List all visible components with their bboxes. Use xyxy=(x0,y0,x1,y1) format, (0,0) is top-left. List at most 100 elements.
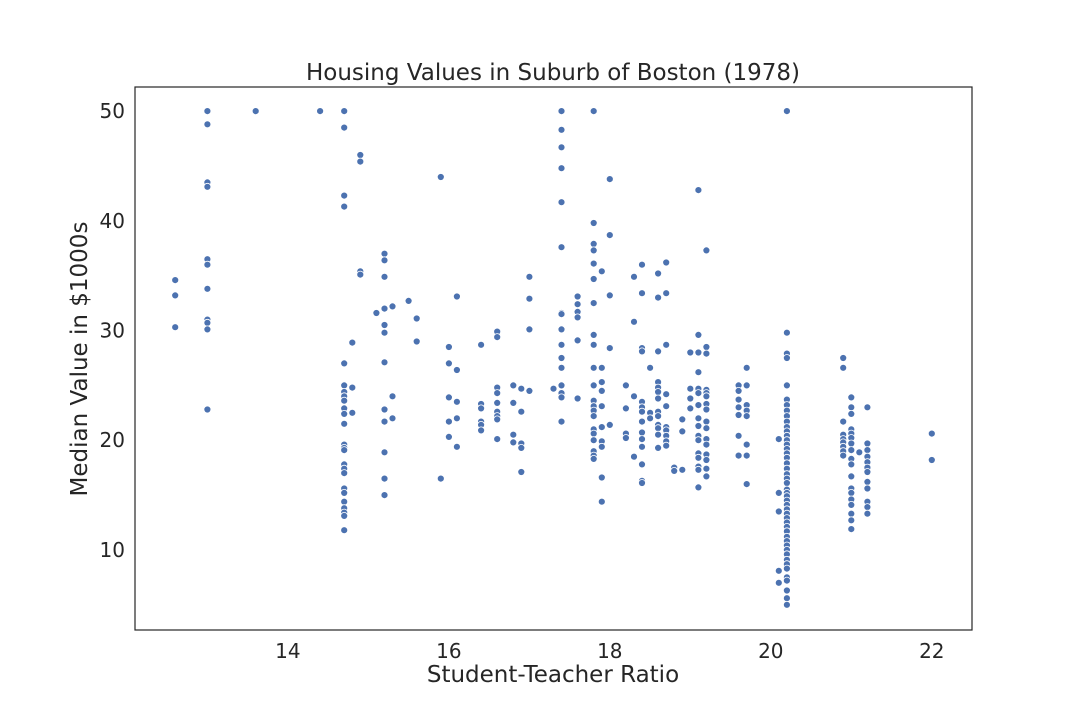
data-point-235 xyxy=(694,453,703,462)
data-point-75 xyxy=(452,366,461,374)
data-point-362 xyxy=(927,429,936,438)
data-point-123 xyxy=(557,417,566,426)
data-point-324 xyxy=(839,417,848,426)
data-point-67 xyxy=(436,173,445,181)
data-point-343 xyxy=(847,488,856,497)
data-point-275 xyxy=(783,107,791,115)
data-point-207 xyxy=(662,390,671,399)
data-point-95 xyxy=(509,398,518,407)
data-point-165 xyxy=(605,420,614,429)
data-point-360 xyxy=(863,503,872,512)
data-point-69 xyxy=(444,343,453,351)
data-point-203 xyxy=(654,443,662,452)
data-point-163 xyxy=(605,291,614,300)
data-point-278 xyxy=(783,354,791,362)
data-point-174 xyxy=(638,260,646,269)
x-axis-ticks: 14 16 18 20 22 xyxy=(275,639,944,663)
data-point-26 xyxy=(340,409,349,418)
data-point-239 xyxy=(702,246,711,255)
data-point-173 xyxy=(630,452,638,461)
data-point-279 xyxy=(783,381,791,390)
data-point-347 xyxy=(847,516,856,525)
data-point-222 xyxy=(686,404,695,413)
data-point-318 xyxy=(783,576,791,585)
data-point-241 xyxy=(702,349,711,358)
data-point-201 xyxy=(654,424,662,433)
data-point-3 xyxy=(203,107,212,115)
data-point-191 xyxy=(654,269,662,278)
data-point-12 xyxy=(203,325,212,334)
data-point-330 xyxy=(839,451,848,460)
data-point-166 xyxy=(622,381,630,390)
data-point-106 xyxy=(525,386,534,395)
data-point-213 xyxy=(662,441,671,450)
data-point-101 xyxy=(517,443,526,452)
data-point-259 xyxy=(734,411,743,419)
data-point-320 xyxy=(783,594,791,603)
data-point-175 xyxy=(638,289,646,298)
data-point-204 xyxy=(662,258,671,267)
data-point-70 xyxy=(444,359,453,368)
data-point-72 xyxy=(444,417,453,426)
data-point-205 xyxy=(662,289,671,298)
data-point-35 xyxy=(340,488,349,497)
data-point-96 xyxy=(509,430,518,439)
data-point-92 xyxy=(493,415,502,424)
y-tick-label: 50 xyxy=(100,99,125,123)
data-point-18 xyxy=(340,191,349,200)
data-point-180 xyxy=(638,407,646,416)
data-point-9 xyxy=(203,284,212,293)
data-point-103 xyxy=(525,272,534,281)
data-point-66 xyxy=(412,337,421,346)
data-point-270 xyxy=(774,435,783,444)
data-point-43 xyxy=(348,408,357,417)
data-point-56 xyxy=(380,405,389,414)
y-tick-label: 30 xyxy=(100,319,125,343)
data-point-152 xyxy=(597,363,606,372)
data-point-78 xyxy=(452,442,461,451)
data-point-136 xyxy=(589,299,598,308)
data-point-122 xyxy=(557,393,566,402)
data-point-172 xyxy=(630,392,638,401)
data-point-139 xyxy=(589,363,598,372)
x-tick-label: 22 xyxy=(919,639,944,663)
data-point-247 xyxy=(702,417,711,426)
data-point-267 xyxy=(742,440,751,449)
data-point-316 xyxy=(783,564,791,573)
data-point-6 xyxy=(203,182,212,191)
data-point-188 xyxy=(646,363,654,372)
data-point-109 xyxy=(557,125,566,134)
data-point-356 xyxy=(863,468,872,476)
data-point-59 xyxy=(380,474,389,483)
data-point-340 xyxy=(847,460,856,469)
x-axis-label: Student-Teacher Ratio xyxy=(427,662,679,688)
data-point-52 xyxy=(380,304,389,313)
y-tick-label: 40 xyxy=(100,209,125,233)
data-point-134 xyxy=(589,259,598,268)
data-point-133 xyxy=(589,246,598,255)
x-tick-label: 20 xyxy=(758,639,783,663)
data-point-130 xyxy=(589,107,598,115)
data-point-150 xyxy=(589,454,598,463)
data-point-39 xyxy=(340,512,349,520)
data-point-187 xyxy=(638,479,646,487)
data-point-17 xyxy=(340,123,349,132)
data-point-237 xyxy=(694,465,703,474)
x-tick-label: 14 xyxy=(275,639,300,663)
data-point-160 xyxy=(597,497,606,506)
data-point-93 xyxy=(493,435,502,444)
data-point-79 xyxy=(477,340,486,349)
data-point-263 xyxy=(742,381,751,390)
data-point-171 xyxy=(630,317,638,326)
data-point-352 xyxy=(863,446,872,455)
data-point-276 xyxy=(783,328,791,337)
data-point-319 xyxy=(783,586,791,595)
data-point-228 xyxy=(694,389,703,398)
data-point-33 xyxy=(340,469,349,478)
data-point-273 xyxy=(774,566,783,575)
data-point-256 xyxy=(734,386,743,395)
data-point-97 xyxy=(509,438,518,447)
y-axis-ticks: 10 20 30 40 50 xyxy=(100,99,125,562)
data-point-99 xyxy=(517,407,526,416)
data-point-248 xyxy=(702,424,711,433)
